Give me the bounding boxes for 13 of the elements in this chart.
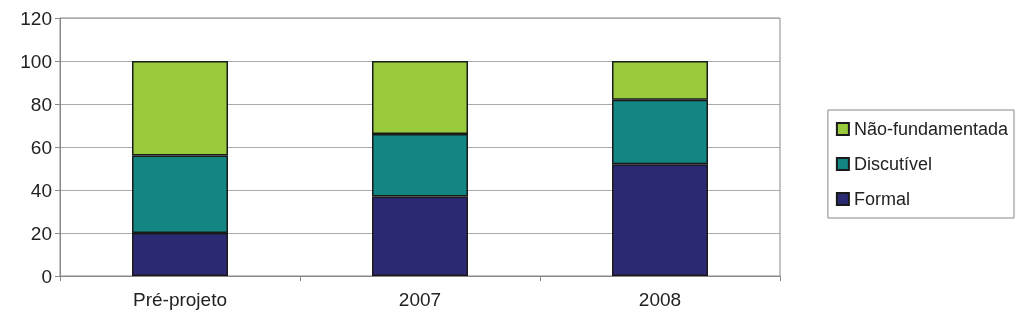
legend-label: Formal	[853, 189, 910, 209]
y-tick-label: 0	[41, 265, 52, 287]
x-tick-label: 2007	[398, 289, 442, 310]
y-tick-label: 40	[30, 179, 52, 201]
legend-label: Não-fundamentada	[853, 119, 1009, 139]
x-tick-label: 2008	[638, 289, 682, 310]
y-tick-label: 20	[30, 222, 52, 244]
y-tick-label: 100	[20, 50, 52, 72]
y-tick-label: 120	[20, 7, 52, 29]
x-tick-label: Pré-projeto	[133, 289, 227, 310]
y-tick-label: 60	[30, 136, 52, 158]
legend-label: Discutível	[853, 154, 932, 174]
y-tick-label: 80	[30, 93, 52, 115]
